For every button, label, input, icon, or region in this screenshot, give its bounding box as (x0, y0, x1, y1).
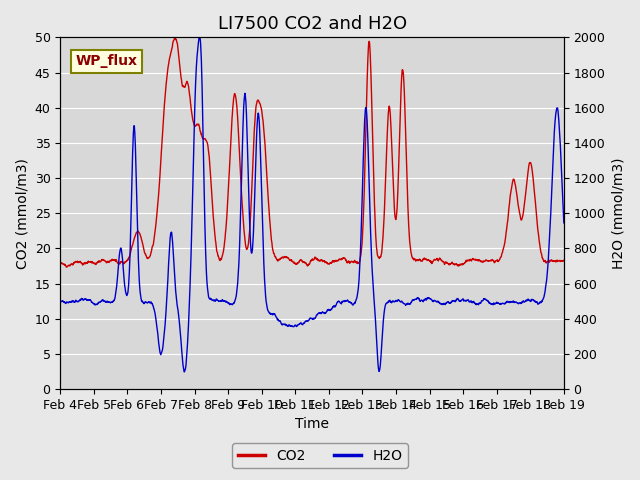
X-axis label: Time: Time (295, 418, 329, 432)
H2O (302, 318, 310, 324)
Line: CO2: CO2 (60, 38, 564, 267)
H2O (546, 231, 554, 237)
Line: H2O: H2O (60, 37, 564, 372)
CO2 (560, 258, 568, 264)
CO2 (546, 257, 554, 263)
CO2 (454, 262, 461, 268)
H2O (180, 369, 188, 375)
H2O (546, 237, 554, 242)
H2O (195, 35, 203, 40)
Y-axis label: CO2 (mmol/m3): CO2 (mmol/m3) (15, 158, 29, 269)
CO2 (171, 35, 179, 41)
Legend: CO2, H2O: CO2, H2O (232, 443, 408, 468)
CO2 (83, 261, 90, 266)
CO2 (302, 260, 310, 265)
H2O (454, 296, 461, 302)
Title: LI7500 CO2 and H2O: LI7500 CO2 and H2O (218, 15, 406, 33)
CO2 (56, 260, 64, 265)
Y-axis label: H2O (mmol/m3): H2O (mmol/m3) (611, 157, 625, 269)
CO2 (546, 259, 554, 264)
CO2 (63, 264, 70, 270)
H2O (82, 296, 90, 302)
CO2 (289, 259, 296, 264)
H2O (56, 298, 64, 304)
H2O (560, 220, 568, 226)
Text: WP_flux: WP_flux (76, 54, 138, 69)
H2O (289, 323, 296, 329)
